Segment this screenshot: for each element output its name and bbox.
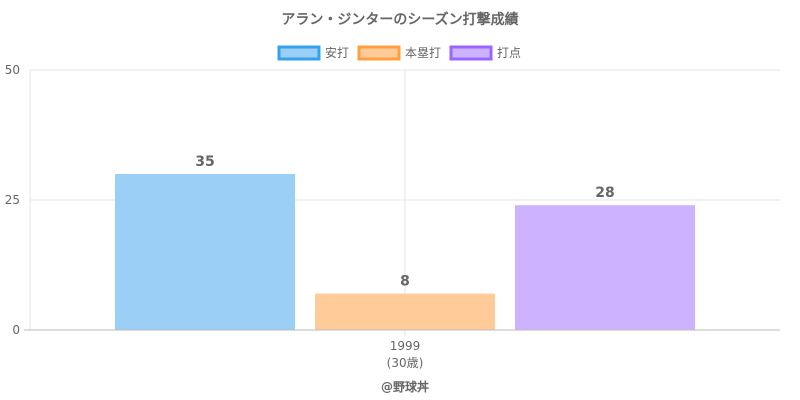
data-label: 35 <box>195 154 214 170</box>
y-tick-label: 0 <box>12 323 20 337</box>
legend-label: 打点 <box>497 46 521 60</box>
data-label: 8 <box>400 274 410 290</box>
data-labels: 35 8 28 <box>195 154 614 290</box>
chart-title: アラン・ジンターのシーズン打撃成績 <box>281 11 518 28</box>
x-tick-sublabel: (30歳) <box>387 356 424 370</box>
legend-swatch <box>449 45 493 61</box>
bar-1 <box>115 174 295 330</box>
x-tick-label: 1999 <box>390 339 421 353</box>
y-tick-label: 25 <box>5 193 20 207</box>
legend: 安打 本塁打 打点 <box>277 45 521 61</box>
bar-2 <box>315 293 495 330</box>
credit-text: @野球丼 <box>381 379 429 394</box>
axes: 1999 (30歳) <box>24 70 780 370</box>
legend-swatch <box>277 45 321 61</box>
legend-label: 本塁打 <box>405 46 441 60</box>
bar-3 <box>515 205 695 330</box>
legend-swatch <box>357 45 401 61</box>
data-label: 28 <box>595 185 614 201</box>
y-tick-label: 50 <box>5 63 20 77</box>
bars <box>115 174 695 330</box>
legend-label: 安打 <box>325 45 349 60</box>
